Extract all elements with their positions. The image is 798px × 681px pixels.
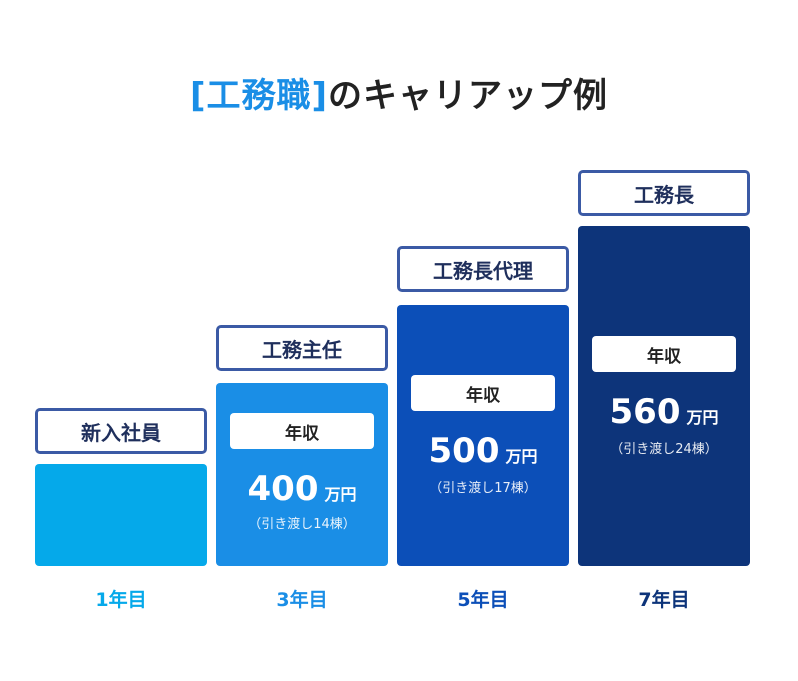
salary-value-4: 560: [609, 392, 681, 432]
salary-unit-2: 万円: [324, 485, 357, 504]
salary-label-2: 年収: [285, 423, 319, 444]
role-label-2: 工務主任: [262, 337, 342, 362]
role-label-3: 工務長代理: [433, 258, 533, 283]
salary-4: 560 万円: [578, 392, 750, 432]
delivery-note-4: （引き渡し24棟）: [610, 442, 718, 457]
role-label-4: 工務長: [634, 182, 694, 207]
role-badge-3: 工務長代理: [397, 246, 569, 292]
salary-unit-3: 万円: [505, 447, 538, 466]
year-label-1: 1年目: [95, 589, 147, 611]
career-block-3: 年収 500 万円 （引き渡し17棟）: [397, 305, 569, 566]
title-rest: のキャリアップ例: [328, 76, 609, 116]
role-badge-2: 工務主任: [216, 325, 388, 371]
role-badge-1: 新入社員: [35, 408, 207, 454]
title-highlight: [工務職]: [189, 76, 329, 116]
salary-label-pill-3: 年収: [411, 375, 555, 411]
salary-value-2: 400: [247, 469, 319, 509]
salary-label-4: 年収: [647, 346, 681, 367]
role-badge-4: 工務長: [578, 170, 750, 216]
salary-unit-4: 万円: [686, 408, 719, 427]
career-block-1: [35, 464, 207, 566]
salary-label-pill-4: 年収: [592, 336, 736, 372]
salary-3: 500 万円: [397, 431, 569, 471]
role-label-1: 新入社員: [81, 420, 161, 445]
year-label-3: 5年目: [457, 589, 509, 611]
year-label-4: 7年目: [638, 589, 690, 611]
career-block-4: 年収 560 万円 （引き渡し24棟）: [578, 226, 750, 566]
salary-2: 400 万円: [216, 469, 388, 509]
salary-label-3: 年収: [466, 385, 500, 406]
delivery-note-2: （引き渡し14棟）: [248, 517, 356, 532]
salary-label-pill-2: 年収: [230, 413, 374, 449]
career-block-2: 年収 400 万円 （引き渡し14棟）: [216, 383, 388, 566]
page-title: [工務職]のキャリアップ例: [0, 68, 798, 117]
year-label-2: 3年目: [276, 589, 328, 611]
delivery-note-3: （引き渡し17棟）: [429, 481, 537, 496]
salary-value-3: 500: [428, 431, 500, 471]
